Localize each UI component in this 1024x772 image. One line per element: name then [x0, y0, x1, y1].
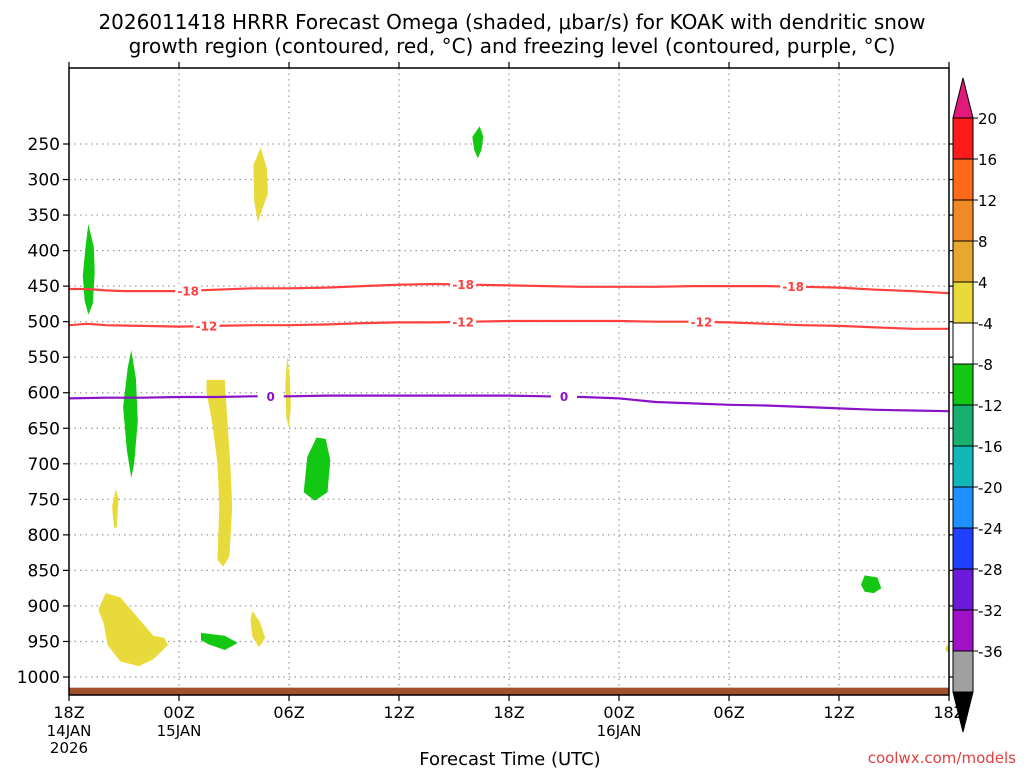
omega-area-green-700-a [303, 437, 331, 501]
x-tick-sublabel-0-1: 2026 [50, 739, 88, 757]
omega-area-yellow-760 [112, 488, 119, 528]
colorbar-label-2: 12 [978, 192, 997, 210]
y-tick-label-450: 450 [28, 277, 60, 297]
x-tick-sublabel-30-0: 16JAN [597, 722, 642, 740]
colorbar-label-1: 16 [978, 151, 997, 169]
y-tick-label-1000: 1000 [17, 668, 60, 688]
colorbar-block-8 [952, 445, 974, 488]
colorbar-top-arrow [952, 77, 974, 119]
contour-label-dgz-minus12-1: -12 [452, 315, 474, 329]
colorbar-label-11: -28 [978, 561, 1003, 579]
colorbar-block-13 [952, 650, 974, 693]
colorbar-label-4: 4 [978, 274, 988, 292]
plot-area: -18 -18 -18 -12 -12 -12 0 0 [68, 68, 950, 695]
contour-label-bg-dgz-minus18-1 [450, 277, 477, 292]
colorbar-block-6 [952, 363, 974, 406]
contour-label-bg-dgz-minus12-1 [450, 314, 477, 329]
contour-label-freezing-level-1: 0 [560, 390, 568, 404]
colorbar-label-12: -32 [978, 602, 1003, 620]
colorbar-block-2 [952, 199, 974, 242]
y-tick-label-750: 750 [28, 490, 60, 510]
contour-label-bg-dgz-minus12-2 [688, 314, 715, 329]
y-tick-label-300: 300 [28, 171, 60, 191]
colorbar-block-1 [952, 158, 974, 201]
x-tick-label-30: 00Z [603, 703, 634, 722]
colorbar-block-9 [952, 486, 974, 529]
colorbar-block-10 [952, 527, 974, 570]
credit-text: coolwx.com/models [868, 749, 1016, 767]
colorbar-block-12 [952, 609, 974, 652]
colorbar-block-0 [952, 117, 974, 160]
axes: 250 300 350 400 450 500 550 600 650 700 750 800 850 9… [17, 62, 965, 757]
y-tick-label-550: 550 [28, 348, 60, 368]
colorbar-label-7: -12 [978, 397, 1003, 415]
y-tick-label-250: 250 [28, 135, 60, 155]
omega-area-yellow-920 [250, 610, 266, 648]
y-tick-label-650: 650 [28, 419, 60, 439]
colorbar-label-0: 20 [978, 110, 997, 128]
x-tick-sublabel-6-0: 15JAN [157, 722, 202, 740]
contour-line-freezing-level [68, 394, 950, 413]
y-tick-label-400: 400 [28, 242, 60, 262]
x-tick-label-36: 06Z [713, 703, 744, 722]
contour-label-bg-freezing-level-0 [257, 389, 284, 404]
contour-label-freezing-level-0: 0 [266, 390, 274, 404]
y-tick-label-500: 500 [28, 313, 60, 333]
y-tick-label-850: 850 [28, 561, 60, 581]
y-tick-label-350: 350 [28, 206, 60, 226]
colorbar-block-3 [952, 240, 974, 283]
colorbar: 20 16 12 8 4 -4 -8 -12 -16 -20 -24 -28 -32 -36 [952, 77, 1003, 733]
omega-area-yellow-960 [945, 644, 949, 653]
omega-area-green-870 [861, 575, 882, 594]
omega-area-yellow-750 [206, 379, 233, 567]
y-tick-label-950: 950 [28, 632, 60, 652]
omega-area-green-650 [123, 350, 138, 478]
contour-label-dgz-minus12-2: -12 [691, 315, 713, 329]
x-tick-label-12: 06Z [273, 703, 304, 722]
omega-area-green-950 [201, 632, 238, 650]
y-tick-label-800: 800 [28, 526, 60, 546]
chart-title-line-1: 2026011418 HRRR Forecast Omega (shaded, … [98, 10, 925, 34]
colorbar-block-5 [952, 322, 974, 365]
colorbar-label-10: -24 [978, 520, 1003, 538]
contour-label-dgz-minus18-0: -18 [177, 284, 199, 298]
y-tick-label-600: 600 [28, 384, 60, 404]
x-tick-label-42: 12Z [823, 703, 854, 722]
colorbar-label-13: -36 [978, 643, 1003, 661]
contour-label-bg-dgz-minus18-2 [780, 279, 807, 294]
x-tick-sublabel-0-0: 14JAN [47, 722, 92, 740]
contour-label-bg-dgz-minus12-0 [193, 319, 220, 334]
omega-area-yellow-300 [253, 147, 268, 223]
x-tick-label-24: 18Z [493, 703, 524, 722]
contour-label-bg-dgz-minus18-0 [175, 283, 202, 298]
omega-area-yellow-610 [285, 355, 291, 429]
contour-label-dgz-minus12-0: -12 [196, 320, 218, 334]
colorbar-block-7 [952, 404, 974, 447]
colorbar-label-3: 8 [978, 233, 988, 251]
chart-title-line-2: growth region (contoured, red, °C) and f… [129, 34, 896, 58]
omega-area-yellow-930 [98, 593, 168, 667]
colorbar-bottom-arrow [952, 691, 974, 733]
contour-label-bg-freezing-level-1 [551, 389, 577, 404]
contour-label-dgz-minus18-1: -18 [452, 278, 474, 292]
ground-strip [69, 687, 949, 695]
x-axis-title: Forecast Time (UTC) [419, 749, 600, 768]
colorbar-block-4 [952, 281, 974, 324]
omega-area-green-250 [472, 126, 484, 159]
x-tick-label-0: 18Z [53, 703, 84, 722]
contour-line-dgz-minus12 [68, 319, 949, 330]
colorbar-label-9: -20 [978, 479, 1003, 497]
x-tick-label-18: 12Z [383, 703, 414, 722]
colorbar-label-5: -4 [978, 315, 993, 333]
x-tick-label-6: 00Z [163, 703, 194, 722]
contour-label-dgz-minus18-2: -18 [782, 280, 804, 294]
colorbar-block-11 [952, 568, 974, 611]
y-tick-label-900: 900 [28, 597, 60, 617]
y-tick-label-700: 700 [28, 455, 60, 475]
omega-area-green-450 [82, 224, 95, 315]
colorbar-label-6: -8 [978, 356, 993, 374]
colorbar-label-8: -16 [978, 438, 1003, 456]
